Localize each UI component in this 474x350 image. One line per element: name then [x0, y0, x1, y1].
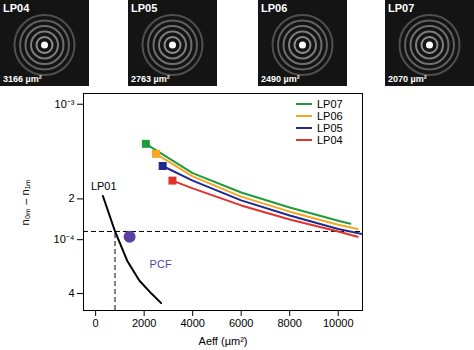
svg-text:10000: 10000 [323, 317, 354, 329]
svg-text:2490 µm²: 2490 µm² [261, 74, 300, 84]
svg-text:LP07: LP07 [388, 2, 414, 14]
html-text:LP07: LP07 [317, 98, 343, 110]
html-text:LP05: LP05 [317, 122, 343, 134]
svg-text:0: 0 [93, 317, 99, 329]
html-text:LP06: LP06 [317, 110, 343, 122]
svg-text:10⁻³: 10⁻³ [55, 98, 75, 110]
svg-text:4: 4 [68, 287, 74, 299]
svg-text:2070 µm²: 2070 µm² [388, 74, 427, 84]
svg-text:6000: 6000 [229, 317, 253, 329]
svg-text:Aeff (µm²): Aeff (µm²) [199, 335, 248, 347]
svg-text:LP05: LP05 [131, 2, 157, 14]
svg-text:2000: 2000 [132, 317, 156, 329]
svg-text:2: 2 [68, 192, 74, 204]
svg-text:2763 µm²: 2763 µm² [131, 74, 170, 84]
html-text:LP04: LP04 [317, 134, 343, 146]
svg-text:4000: 4000 [180, 317, 204, 329]
svg-text:PCF: PCF [150, 258, 172, 270]
svg-text:LP04: LP04 [3, 2, 30, 14]
svg-text:LP01: LP01 [91, 180, 117, 192]
svg-text:3166 µm²: 3166 µm² [3, 74, 42, 84]
svg-text:LP06: LP06 [261, 2, 287, 14]
svg-text:n₀ₘ – n₁ₘ: n₀ₘ – n₁ₘ [19, 179, 31, 226]
svg-text:10⁻⁴: 10⁻⁴ [54, 233, 75, 245]
svg-text:8000: 8000 [277, 317, 301, 329]
